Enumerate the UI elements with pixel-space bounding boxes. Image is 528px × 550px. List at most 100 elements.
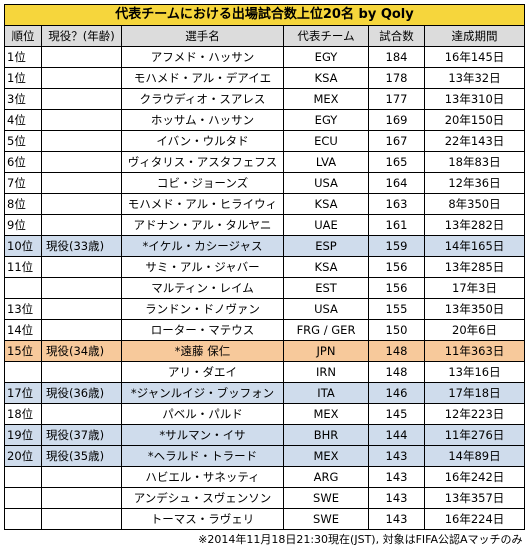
header-apps: 試合数 [369, 26, 425, 47]
period-cell: 20年6日 [425, 320, 525, 341]
appearances: 184 [369, 47, 425, 68]
appearances: 144 [369, 425, 425, 446]
player-name: サミ・アル・ジャバー [122, 257, 284, 278]
period-cell: 13年285日 [425, 257, 525, 278]
player-name: パベル・パルド [122, 404, 284, 425]
rank-cell [5, 488, 42, 509]
rank-cell: 6位 [5, 152, 42, 173]
period-cell: 16年242日 [425, 467, 525, 488]
appearances: 167 [369, 131, 425, 152]
team-code: EST [284, 278, 369, 299]
player-name: ローター・マテウス [122, 320, 284, 341]
status-cell: 現役(33歳) [42, 236, 122, 257]
status-cell [42, 194, 122, 215]
rank-cell: 3位 [5, 89, 42, 110]
header-period: 達成期間 [425, 26, 525, 47]
status-cell: 現役(34歳) [42, 341, 122, 362]
player-name: マルティン・レイム [122, 278, 284, 299]
rank-cell: 1位 [5, 68, 42, 89]
player-name: *遠藤 保仁 [122, 341, 284, 362]
period-cell: 13年32日 [425, 68, 525, 89]
period-cell: 22年143日 [425, 131, 525, 152]
footnote-row: ※2014年11月18日21:30現在(JST), 対象はFIFA公認Aマッチの… [5, 530, 525, 550]
period-cell: 8年350日 [425, 194, 525, 215]
team-code: JPN [284, 341, 369, 362]
rank-cell: 20位 [5, 446, 42, 467]
team-code: MEX [284, 446, 369, 467]
player-name: アリ・ダエイ [122, 362, 284, 383]
period-cell: 14年89日 [425, 446, 525, 467]
rank-cell: 17位 [5, 383, 42, 404]
team-code: USA [284, 299, 369, 320]
status-cell [42, 488, 122, 509]
status-cell [42, 299, 122, 320]
player-name: イバン・ウルタド [122, 131, 284, 152]
period-cell: 12年36日 [425, 173, 525, 194]
appearances: 148 [369, 362, 425, 383]
team-code: MEX [284, 89, 369, 110]
player-name: モハメド・アル・ヒライウィ [122, 194, 284, 215]
period-cell: 14年165日 [425, 236, 525, 257]
period-cell: 13年350日 [425, 299, 525, 320]
team-code: ESP [284, 236, 369, 257]
team-code: ITA [284, 383, 369, 404]
rank-cell: 1位 [5, 47, 42, 68]
player-name: アフメド・ハッサン [122, 47, 284, 68]
appearances: 143 [369, 488, 425, 509]
status-cell [42, 110, 122, 131]
status-cell [42, 173, 122, 194]
period-cell: 13年282日 [425, 215, 525, 236]
appearances: 159 [369, 236, 425, 257]
player-name: *イケル・カシージャス [122, 236, 284, 257]
appearances: 146 [369, 383, 425, 404]
team-code: MEX [284, 404, 369, 425]
period-cell: 16年224日 [425, 509, 525, 530]
appearances: 177 [369, 89, 425, 110]
status-cell [42, 89, 122, 110]
appearances: 164 [369, 173, 425, 194]
appearances: 143 [369, 446, 425, 467]
status-cell [42, 320, 122, 341]
status-cell [42, 509, 122, 530]
team-code: ARG [284, 467, 369, 488]
player-name: クラウディオ・スアレス [122, 89, 284, 110]
player-name: トーマス・ラヴェリ [122, 509, 284, 530]
rank-cell: 19位 [5, 425, 42, 446]
appearances: 161 [369, 215, 425, 236]
title-row: 代表チームにおける出場試合数上位20名 by Qoly [5, 5, 525, 26]
period-cell: 17年18日 [425, 383, 525, 404]
period-cell: 13年310日 [425, 89, 525, 110]
team-code: KSA [284, 194, 369, 215]
appearances: 148 [369, 341, 425, 362]
rank-cell [5, 509, 42, 530]
period-cell: 17年3日 [425, 278, 525, 299]
period-cell: 18年83日 [425, 152, 525, 173]
rank-cell: 8位 [5, 194, 42, 215]
rank-cell: 5位 [5, 131, 42, 152]
period-cell: 20年150日 [425, 110, 525, 131]
period-cell: 13年16日 [425, 362, 525, 383]
status-cell [42, 131, 122, 152]
player-name: ランドン・ドノヴァン [122, 299, 284, 320]
appearances: 156 [369, 278, 425, 299]
header-row: 順位 現役？(年齢) 選手名 代表チーム 試合数 達成期間 [5, 26, 525, 47]
status-cell: 現役(37歳) [42, 425, 122, 446]
team-code: IRN [284, 362, 369, 383]
status-cell [42, 467, 122, 488]
header-rank: 順位 [5, 26, 42, 47]
team-code: BHR [284, 425, 369, 446]
rank-cell [5, 278, 42, 299]
appearances: 156 [369, 257, 425, 278]
player-name: アンデシュ・スヴェンソン [122, 488, 284, 509]
period-cell: 13年357日 [425, 488, 525, 509]
